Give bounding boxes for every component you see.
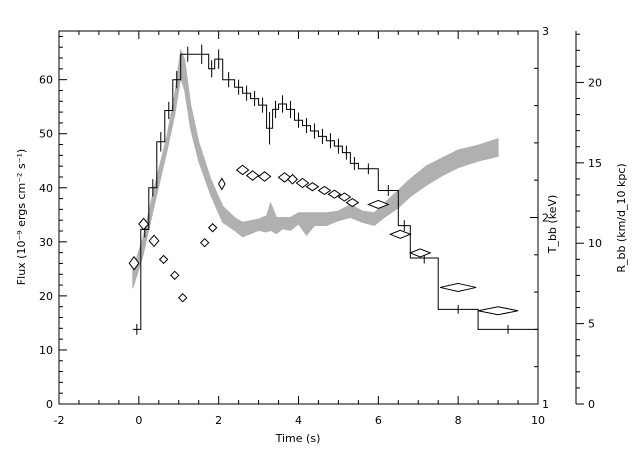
tbb-diamond xyxy=(478,306,519,316)
x-tick-label: 2 xyxy=(215,414,222,427)
tbb-tick-label: 3 xyxy=(542,25,549,38)
tbb-diamond xyxy=(305,182,320,192)
tbb-diamond xyxy=(235,164,250,176)
tbb-diamond xyxy=(148,234,160,248)
flux-tick-label: 50 xyxy=(39,128,53,141)
rbb-band xyxy=(132,48,499,289)
y-axis-tbb-label: T_bb (keV) xyxy=(546,195,559,255)
y-axis-left-label: Flux (10⁻⁹ ergs cm⁻² s⁻¹) xyxy=(15,149,28,285)
tbb-diamond xyxy=(245,170,260,181)
rbb-tick-label: 20 xyxy=(588,76,602,89)
tbb-diamond xyxy=(158,254,169,265)
rbb-tick-label: 5 xyxy=(588,318,595,331)
tbb-diamond xyxy=(408,248,432,258)
tbb-diamond xyxy=(218,177,226,191)
flux-tick-label: 40 xyxy=(39,182,53,195)
tbb-diamond-layer xyxy=(128,164,519,316)
x-tick-label: -2 xyxy=(54,414,65,427)
rbb-tick-label: 10 xyxy=(588,237,602,250)
tbb-diamond xyxy=(345,197,360,208)
flux-histogram-line xyxy=(132,53,538,330)
flux-tick-label: 60 xyxy=(39,74,53,87)
tbb-diamond xyxy=(170,270,180,281)
tbb-diamond xyxy=(317,185,332,196)
flux-histogram-layer xyxy=(132,44,538,335)
flux-tick-label: 0 xyxy=(46,398,53,411)
flux-tick-label: 20 xyxy=(39,290,53,303)
flux-tick-label: 30 xyxy=(39,236,53,249)
tbb-diamond xyxy=(199,237,210,248)
y-axis-rbb-label: R_bb (km/d_10 kpc) xyxy=(615,163,628,272)
tbb-tick-label: 2 xyxy=(542,212,549,225)
tbb-diamond xyxy=(327,189,342,199)
tbb-diamond xyxy=(388,229,412,239)
x-tick-label: 0 xyxy=(135,414,142,427)
tbb-diamond xyxy=(337,192,352,202)
flux-tick-label: 10 xyxy=(39,344,53,357)
x-axis-label: Time (s) xyxy=(275,432,321,445)
x-tick-label: 6 xyxy=(375,414,382,427)
x-tick-label: 8 xyxy=(455,414,462,427)
tbb-diamond xyxy=(178,292,188,303)
tbb-diamond xyxy=(295,177,310,189)
tbb-diamond xyxy=(207,223,218,233)
rbb-band-layer xyxy=(132,48,499,289)
tbb-diamond xyxy=(128,255,140,271)
tbb-diamond xyxy=(367,199,390,209)
x-tick-label: 4 xyxy=(295,414,302,427)
x-tick-label: 10 xyxy=(531,414,545,427)
tbb-diamond xyxy=(287,173,299,185)
tbb-diamond xyxy=(138,217,150,231)
tbb-tick-label: 1 xyxy=(542,398,549,411)
tbb-diamond xyxy=(440,282,477,292)
rbb-tick-label: 0 xyxy=(588,398,595,411)
rbb-tick-label: 15 xyxy=(588,157,602,170)
tbb-diamond xyxy=(257,171,272,182)
